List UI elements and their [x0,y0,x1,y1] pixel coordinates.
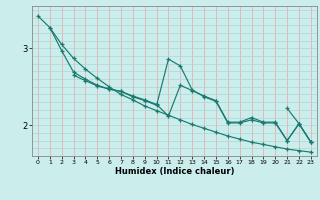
X-axis label: Humidex (Indice chaleur): Humidex (Indice chaleur) [115,167,234,176]
